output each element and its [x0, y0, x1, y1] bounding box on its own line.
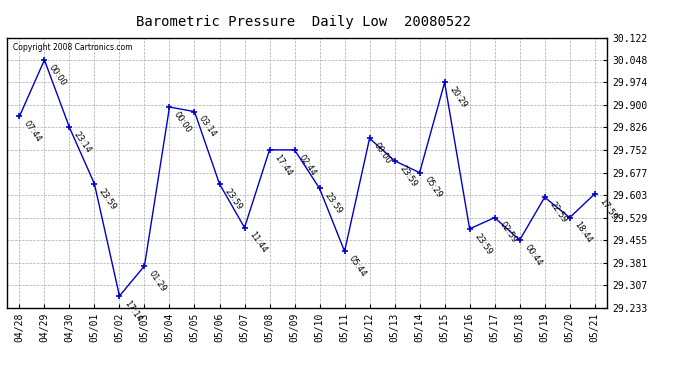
Text: 05:44: 05:44	[347, 254, 368, 279]
Text: 17:59: 17:59	[598, 197, 618, 221]
Text: Copyright 2008 Cartronics.com: Copyright 2008 Cartronics.com	[13, 43, 132, 52]
Text: 02:59: 02:59	[497, 220, 518, 245]
Text: 11:44: 11:44	[247, 230, 268, 255]
Text: 00:00: 00:00	[373, 141, 393, 166]
Text: 18:44: 18:44	[573, 220, 593, 245]
Text: 23:59: 23:59	[97, 187, 118, 211]
Text: 00:00: 00:00	[47, 63, 68, 87]
Text: 03:14: 03:14	[197, 114, 218, 139]
Text: Barometric Pressure  Daily Low  20080522: Barometric Pressure Daily Low 20080522	[136, 15, 471, 29]
Text: 01:29: 01:29	[147, 268, 168, 293]
Text: 23:59: 23:59	[322, 191, 344, 216]
Text: 23:14: 23:14	[72, 130, 93, 155]
Text: 23:59: 23:59	[397, 164, 418, 188]
Text: 22:59: 22:59	[547, 200, 569, 225]
Text: 00:44: 00:44	[522, 243, 544, 267]
Text: 00:00: 00:00	[172, 110, 193, 135]
Text: 23:59: 23:59	[473, 232, 493, 256]
Text: 02:44: 02:44	[297, 153, 318, 177]
Text: 20:29: 20:29	[447, 85, 469, 110]
Text: 17:14: 17:14	[122, 299, 144, 324]
Text: 07:44: 07:44	[22, 119, 43, 144]
Text: 23:59: 23:59	[222, 187, 244, 211]
Text: 17:44: 17:44	[273, 153, 293, 177]
Text: 05:29: 05:29	[422, 176, 444, 200]
